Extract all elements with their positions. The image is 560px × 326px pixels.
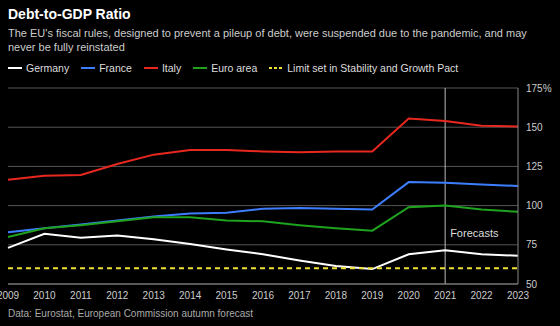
svg-text:2022: 2022	[470, 290, 493, 301]
svg-text:2023: 2023	[507, 290, 530, 301]
html-text:Italy: Italy	[161, 62, 182, 74]
html-text:France: France	[99, 62, 132, 74]
html-text:Limit set in Stability and Gro: Limit set in Stability and Growth Pact	[287, 62, 459, 74]
svg-text:100: 100	[526, 200, 543, 211]
svg-text:2015: 2015	[215, 290, 238, 301]
svg-text:75: 75	[526, 239, 538, 250]
svg-text:50: 50	[526, 279, 538, 290]
html-text:Euro area: Euro area	[211, 62, 258, 74]
svg-text:2016: 2016	[252, 290, 275, 301]
svg-text:2017: 2017	[288, 290, 311, 301]
svg-text:2009: 2009	[8, 290, 20, 301]
svg-text:150: 150	[526, 122, 543, 133]
svg-text:2010: 2010	[33, 290, 56, 301]
html-text:The EU's fiscal rules, designe: The EU's fiscal rules, designed to preve…	[8, 27, 527, 53]
svg-text:2014: 2014	[179, 290, 202, 301]
svg-text:2018: 2018	[325, 290, 348, 301]
html-text:Germany: Germany	[26, 62, 70, 74]
svg-text:2021: 2021	[434, 290, 457, 301]
svg-text:2019: 2019	[361, 290, 384, 301]
svg-text:2013: 2013	[143, 290, 166, 301]
svg-text:2011: 2011	[70, 290, 92, 301]
svg-text:175%: 175%	[526, 83, 552, 94]
svg-text:2020: 2020	[398, 290, 421, 301]
svg-text:Forecasts: Forecasts	[450, 227, 499, 239]
html-text:Data: Eurostat, European Commi: Data: Eurostat, European Commission autu…	[8, 308, 254, 319]
svg-text:2012: 2012	[106, 290, 129, 301]
svg-text:125: 125	[526, 161, 543, 172]
html-text:Debt-to-GDP Ratio: Debt-to-GDP Ratio	[8, 6, 131, 22]
